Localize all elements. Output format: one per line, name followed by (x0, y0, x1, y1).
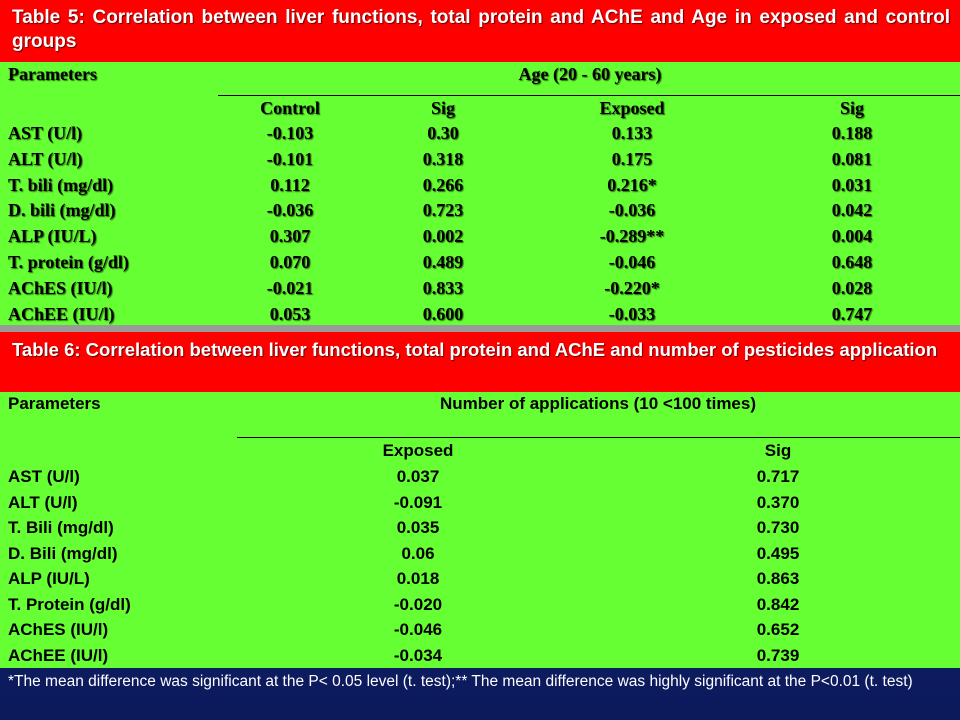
row-label: T. bili (mg/dl) (8, 174, 114, 195)
cell-value: 0.081 (831, 148, 873, 169)
cell-value: -0.033 (608, 303, 656, 324)
row-label: AST (U/l) (8, 123, 83, 143)
column-header: Exposed (599, 98, 665, 118)
row-label: ALT (U/l) (8, 492, 78, 512)
cell-value: 0.266 (422, 174, 464, 195)
row-label: ALP (IU/L) (8, 569, 90, 588)
cell-value: -0.101 (266, 148, 314, 169)
cell-value: 0.112 (270, 174, 310, 195)
cell-value: 0.018 (396, 569, 440, 588)
cell-value: -0.021 (266, 277, 314, 298)
header-rule (237, 437, 960, 438)
cell-value: 0.004 (831, 226, 873, 247)
column-header: Sig (764, 441, 792, 460)
cell-value: -0.036 (266, 200, 314, 221)
cell-value: 0.031 (831, 174, 873, 195)
row-label: D. bili (mg/dl) (8, 200, 116, 221)
row-label: AChEE (IU/l) (8, 303, 115, 324)
cell-value: 0.600 (422, 303, 464, 324)
cell-value: -0.046 (393, 620, 443, 639)
cell-value: 0.070 (269, 252, 311, 272)
cell-value: -0.220* (604, 277, 660, 298)
cell-value: 0.053 (269, 303, 311, 324)
cell-value: 0.833 (422, 277, 464, 298)
cell-value: -0.289** (599, 226, 665, 247)
cell-value: 0.863 (756, 569, 800, 588)
cell-value: 0.035 (396, 518, 440, 537)
row-label: T. Protein (g/dl) (8, 594, 131, 614)
group-header: Age (20 - 60 years) (518, 64, 662, 84)
cell-value: -0.034 (393, 645, 443, 665)
group-header: Number of applications (10 <100 times) (439, 394, 757, 413)
cell-value: 0.652 (756, 620, 800, 639)
cell-value: 0.30 (427, 123, 459, 143)
cell-value: 0.133 (611, 123, 653, 143)
cell-value: 0.175 (611, 148, 653, 169)
cell-value: -0.036 (608, 200, 656, 221)
cell-value: 0.307 (269, 226, 311, 247)
parameter-header: Parameters (8, 64, 97, 84)
row-label: T. protein (g/dl) (8, 252, 129, 272)
column-header: Exposed (382, 441, 454, 460)
header-rule (218, 95, 960, 96)
cell-value: 0.842 (756, 594, 800, 614)
separator (0, 325, 960, 332)
cell-value: 0.06 (401, 543, 435, 563)
row-label: T. Bili (mg/dl) (8, 518, 114, 537)
row-label: AChES (IU/l) (8, 620, 109, 639)
cell-value: 0.739 (756, 645, 800, 665)
row-label: AChEE (IU/l) (8, 645, 109, 665)
cell-value: 0.318 (422, 148, 464, 169)
row-label: AST (U/l) (8, 467, 80, 486)
cell-value: 0.717 (756, 467, 800, 486)
column-header: Sig (839, 98, 865, 118)
row-label: ALP (IU/L) (8, 226, 97, 247)
column-header: Control (260, 98, 320, 118)
row-label: AChES (IU/l) (8, 277, 113, 298)
cell-value: 0.489 (422, 252, 464, 272)
cell-value: 0.370 (756, 492, 800, 512)
cell-value: 0.495 (756, 543, 800, 563)
cell-value: -0.020 (393, 594, 443, 614)
table-6: Parameters Number of applications (10 <10… (0, 392, 960, 668)
cell-value: -0.046 (608, 252, 656, 272)
footnote: *The mean difference was significant at … (8, 673, 913, 690)
table-5-title: Table 5: Correlation between liver funct… (0, 0, 960, 62)
row-label: D. Bili (mg/dl) (8, 543, 118, 563)
cell-value: 0.042 (831, 200, 873, 221)
cell-value: 0.216* (607, 174, 657, 195)
cell-value: -0.091 (393, 492, 443, 512)
cell-value: 0.648 (831, 252, 873, 272)
cell-value: 0.723 (422, 200, 464, 221)
row-label: ALT (U/l) (8, 148, 83, 169)
cell-value: 0.730 (756, 518, 800, 537)
cell-value: 0.037 (396, 467, 440, 486)
cell-value: 0.188 (831, 123, 873, 143)
cell-value: 0.028 (831, 277, 873, 298)
table-6-title: Table 6: Correlation between liver funct… (0, 332, 960, 392)
cell-value: -0.103 (266, 123, 314, 143)
parameter-header: Parameters (8, 394, 101, 413)
column-header: Sig (430, 98, 456, 118)
cell-value: 0.002 (422, 226, 464, 247)
cell-value: 0.747 (831, 303, 873, 324)
table-5: Parameters Age (20 - 60 years) Control Sig E… (0, 62, 960, 325)
